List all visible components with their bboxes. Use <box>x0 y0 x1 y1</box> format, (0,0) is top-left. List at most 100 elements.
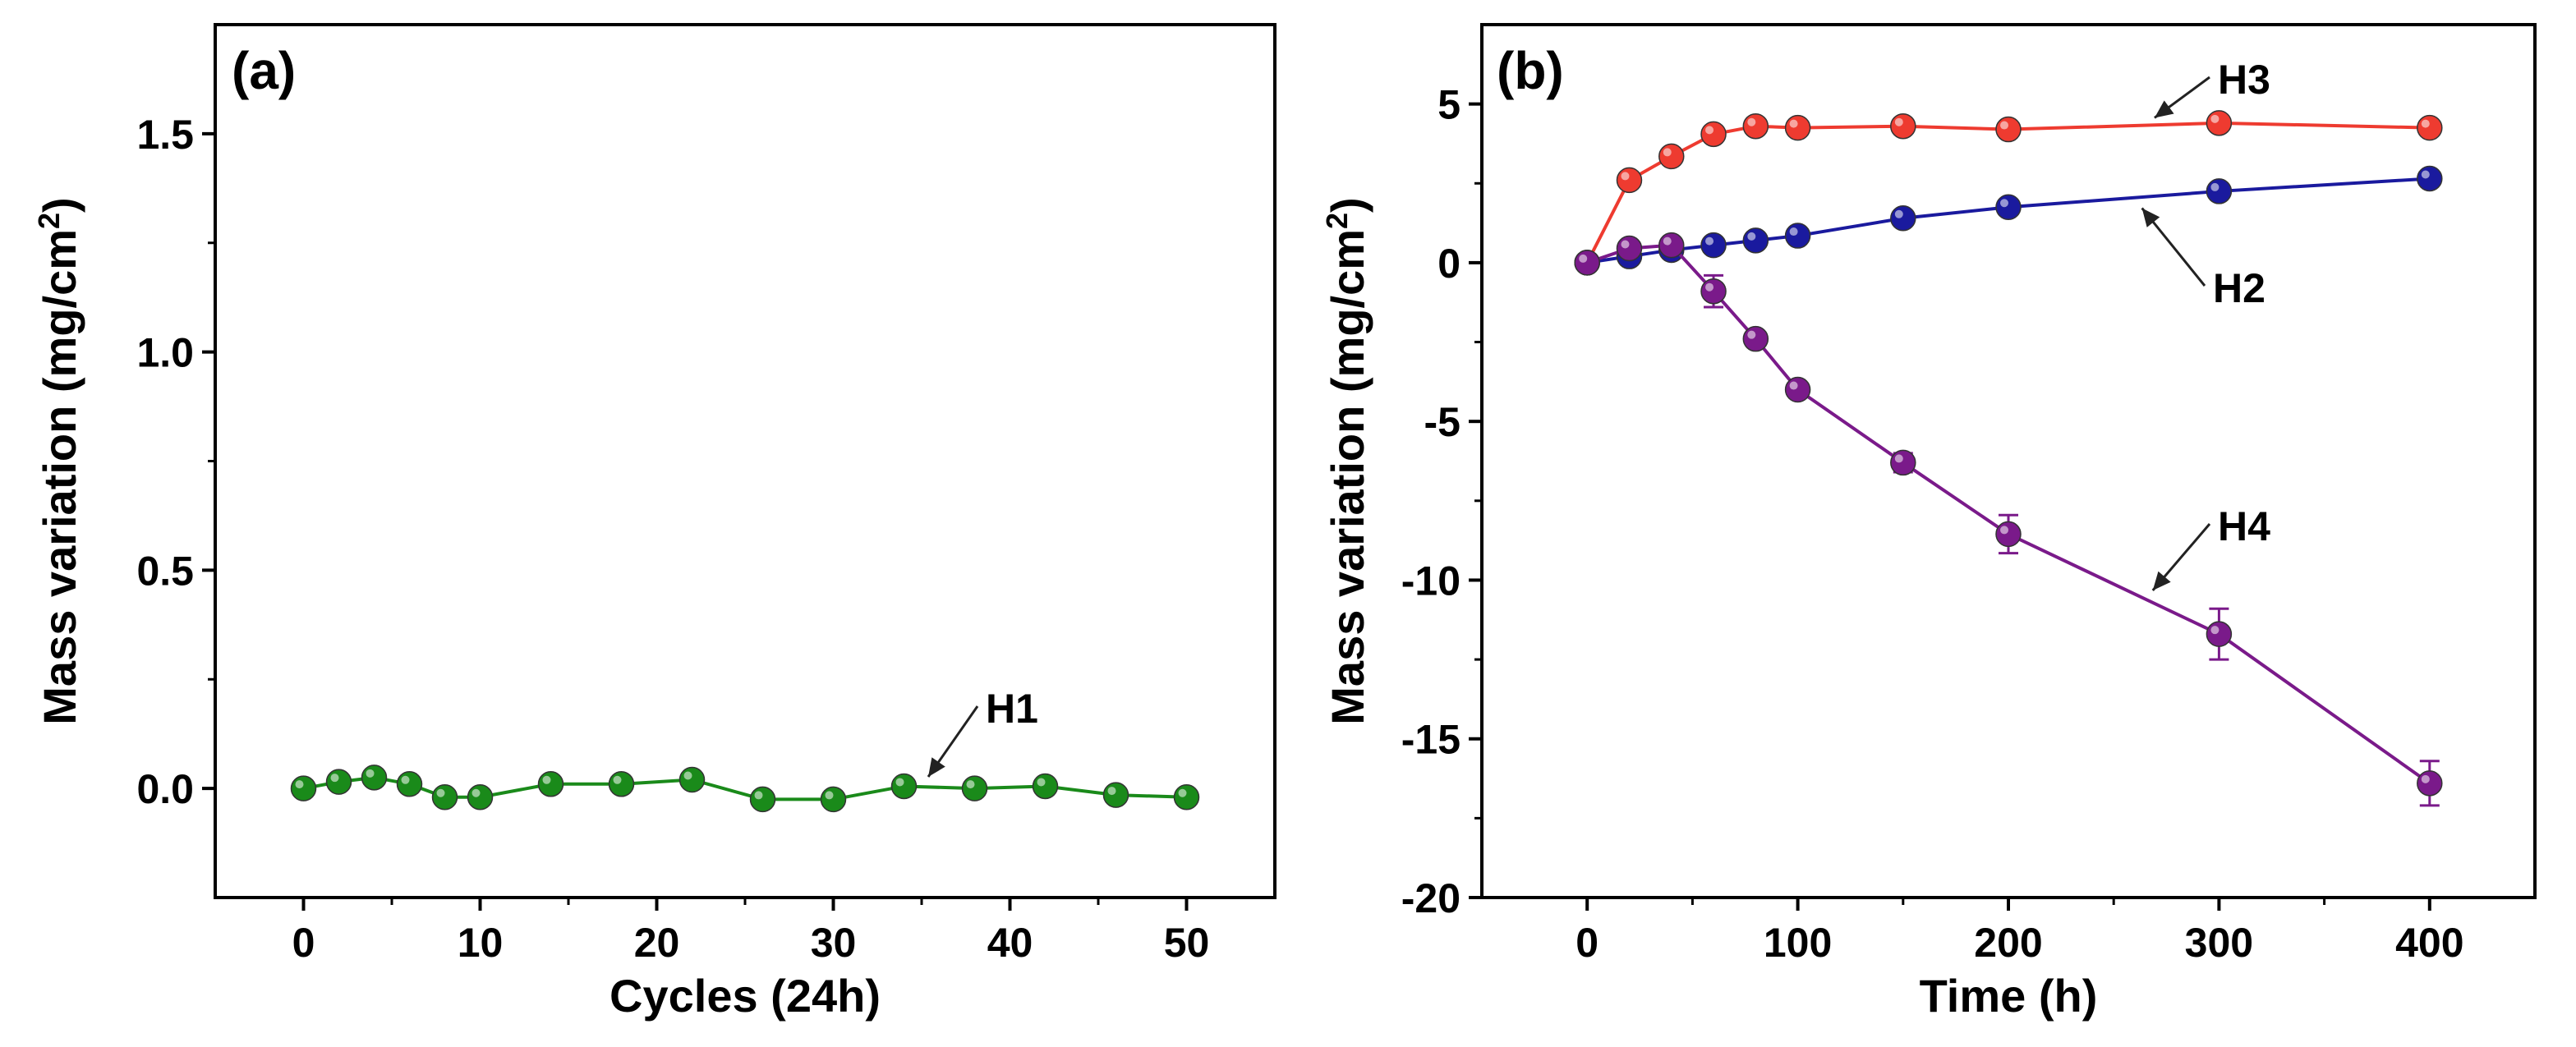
data-point-highlight-h3 <box>2210 114 2220 123</box>
panel-a: 0 10 20 30 40 50 0.0 0.5 1.0 1.5 H1 (a) Cycles (24… <box>32 23 1276 1022</box>
marks-b: 0 100 200 300 400 -20 -15 -10 -5 0 5 H3 H2 H4 <box>1401 57 2464 966</box>
data-point-highlight-h2 <box>1747 232 1756 241</box>
data-point-h2 <box>1890 205 1916 232</box>
data-point-h3 <box>2417 114 2443 141</box>
panel-label-a: (a) <box>232 41 296 100</box>
data-point-h4 <box>1995 521 2022 548</box>
x-tick-label-a: 50 <box>1164 920 1210 966</box>
data-point-highlight-h4 <box>1621 240 1630 249</box>
x-tick-label-b: 300 <box>2185 920 2253 966</box>
data-point-h3 <box>1890 113 1916 140</box>
annotation-arrowhead-h2 <box>2141 208 2160 227</box>
data-point-highlight-h1 <box>825 791 834 800</box>
annotation-h4: H4 <box>2218 503 2270 549</box>
data-point-highlight-h1 <box>1178 788 1187 797</box>
data-point-h4 <box>1784 376 1811 403</box>
data-point-h1 <box>361 765 388 791</box>
data-point-highlight-h1 <box>613 775 622 784</box>
panel-label-b: (b) <box>1497 41 1564 100</box>
data-point-h3 <box>2206 110 2233 136</box>
data-point-h1 <box>820 786 847 813</box>
data-point-h3 <box>1742 113 1769 140</box>
data-point-highlight-h1 <box>472 788 481 797</box>
data-point-h3 <box>1784 114 1811 141</box>
y-axis-label-b-tail: ) <box>1322 197 1373 213</box>
data-point-h1 <box>890 773 918 800</box>
data-point-h3 <box>1995 116 2022 143</box>
data-point-highlight-h1 <box>295 780 304 789</box>
y-axis-label-a-main: Mass variation (mg/cm <box>34 229 85 725</box>
data-point-h1 <box>1173 784 1200 811</box>
data-point-highlight-h3 <box>1789 119 1798 128</box>
y-tick-label-a: 0.5 <box>136 548 194 594</box>
data-point-h3 <box>1616 167 1643 194</box>
x-tick-label-b: 100 <box>1764 920 1832 966</box>
data-point-highlight-h3 <box>2421 119 2430 128</box>
data-point-h1 <box>396 771 423 797</box>
data-point-highlight-h1 <box>683 771 692 780</box>
data-point-h4 <box>1890 449 1916 476</box>
data-point-h4 <box>2417 770 2443 797</box>
x-tick-label-b: 400 <box>2395 920 2463 966</box>
y-axis-label-b: Mass variation (mg/cm2) <box>1320 197 1373 724</box>
data-point-h1 <box>749 786 776 813</box>
x-tick-label-a: 20 <box>634 920 680 966</box>
data-point-highlight-h1 <box>966 780 975 789</box>
data-point-h1 <box>325 769 352 795</box>
data-point-highlight-h4 <box>1579 254 1588 263</box>
data-point-highlight-h1 <box>1107 787 1116 796</box>
data-point-h3 <box>1700 121 1727 148</box>
annotation-h3: H3 <box>2218 57 2270 103</box>
annotation-h1: H1 <box>986 686 1038 732</box>
y-tick-label-a: 0.0 <box>136 766 194 812</box>
y-tick-label-b: 5 <box>1438 82 1460 128</box>
data-point-highlight-h4 <box>1663 236 1672 246</box>
data-point-h1 <box>290 775 317 801</box>
marks-a: 0 10 20 30 40 50 0.0 0.5 1.0 1.5 H1 <box>136 112 1209 966</box>
data-point-h1 <box>1032 773 1059 800</box>
data-point-h1 <box>678 766 706 793</box>
data-point-highlight-h1 <box>436 788 445 797</box>
data-point-highlight-h2 <box>2000 199 2008 208</box>
data-point-h1 <box>961 775 988 801</box>
data-point-h2 <box>1784 223 1811 249</box>
data-point-h1 <box>608 771 635 797</box>
x-tick-label-a: 0 <box>292 920 315 966</box>
y-tick-label-b: 0 <box>1438 241 1460 287</box>
data-point-highlight-h4 <box>1705 282 1714 292</box>
data-point-highlight-h1 <box>895 778 904 787</box>
series-line-h3 <box>1585 121 2430 264</box>
data-point-h2 <box>2206 178 2233 204</box>
x-axis-label-b: Time (h) <box>1920 970 2098 1022</box>
data-point-h3 <box>1658 143 1685 170</box>
y-axis-label-a-superscript: 2 <box>32 213 66 229</box>
y-tick-label-b: -5 <box>1424 399 1460 445</box>
data-point-h2 <box>1995 194 2022 221</box>
data-point-highlight-h1 <box>401 775 410 784</box>
data-point-h4 <box>1700 278 1727 305</box>
data-point-h4 <box>1658 232 1685 259</box>
annotation-arrowhead-h1 <box>928 757 945 777</box>
data-point-highlight-h1 <box>754 791 763 800</box>
data-point-h1 <box>537 771 564 797</box>
y-axis-label-b-main: Mass variation (mg/cm <box>1322 229 1373 725</box>
data-point-highlight-h2 <box>2421 170 2430 179</box>
y-tick-label-b: -20 <box>1401 875 1460 921</box>
panel-b: 0 100 200 300 400 -20 -15 -10 -5 0 5 H3 H2 H4 (b) Tim… <box>1320 23 2537 1022</box>
data-point-h1 <box>431 784 458 811</box>
x-axis-label-a: Cycles (24h) <box>610 970 881 1022</box>
data-point-highlight-h4 <box>1747 330 1756 339</box>
data-point-highlight-h4 <box>2421 774 2430 783</box>
data-point-h2 <box>1700 232 1727 259</box>
data-point-highlight-h3 <box>1663 148 1672 157</box>
data-point-highlight-h3 <box>1705 126 1714 135</box>
x-tick-label-b: 0 <box>1576 920 1598 966</box>
data-point-highlight-h4 <box>2210 626 2220 635</box>
x-tick-label-a: 30 <box>811 920 857 966</box>
y-axis-label-a: Mass variation (mg/cm2) <box>32 197 85 724</box>
annotation-arrowhead-h3 <box>2154 100 2174 118</box>
data-point-h2 <box>1742 227 1769 254</box>
data-point-highlight-h1 <box>330 774 339 783</box>
plot-frame-b <box>1480 23 2537 899</box>
